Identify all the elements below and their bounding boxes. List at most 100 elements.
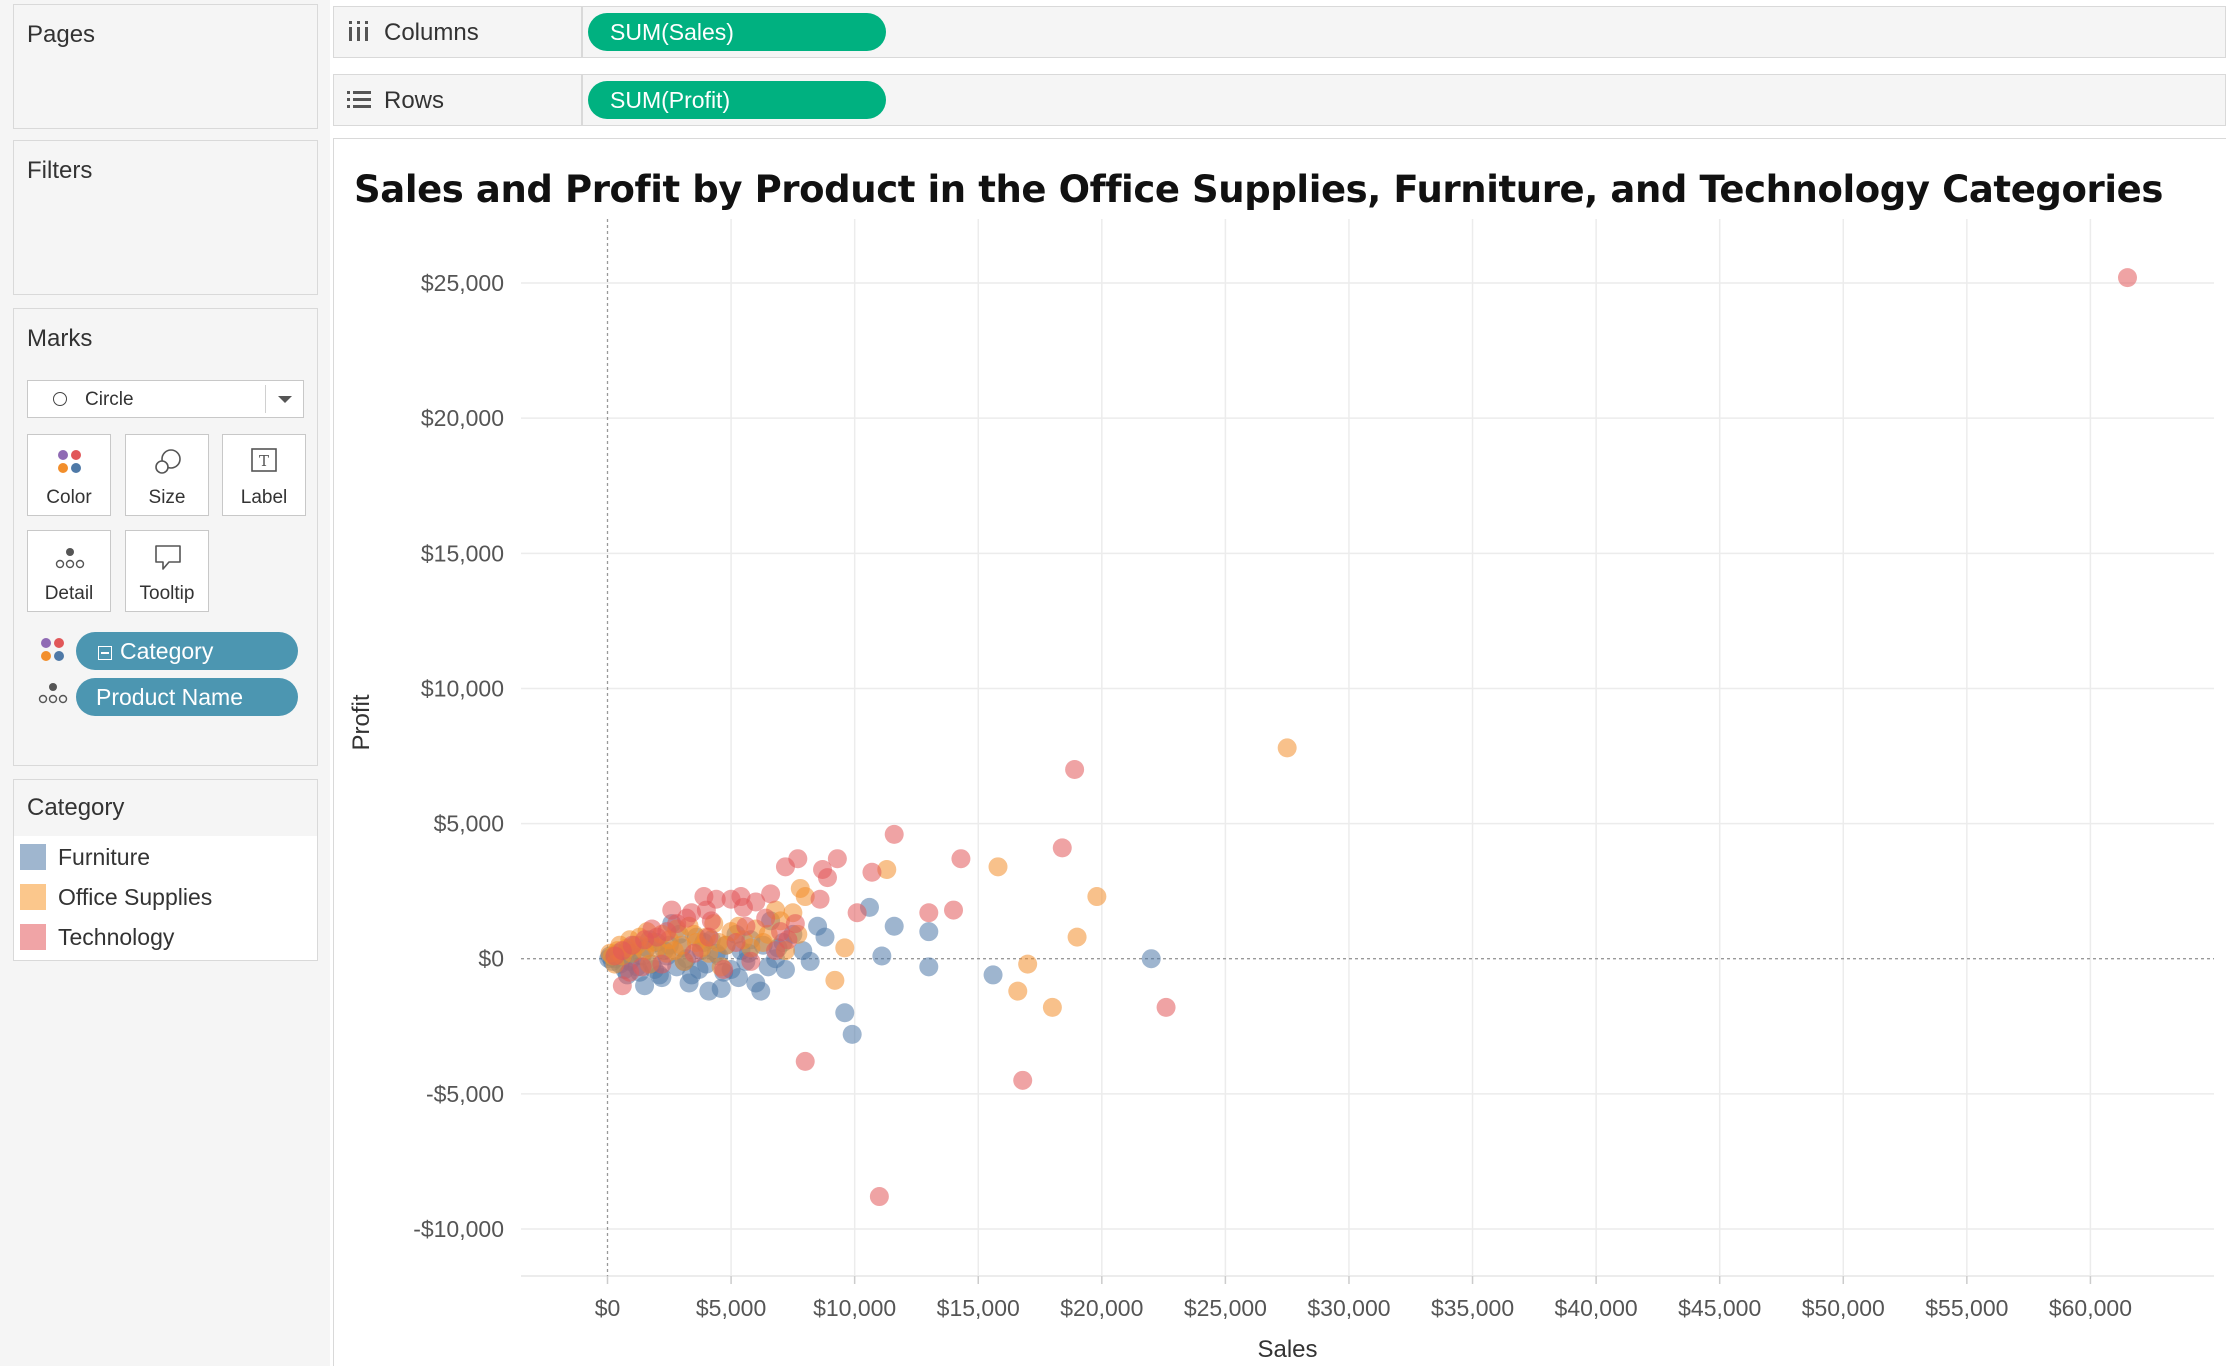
- chevron-down-icon[interactable]: [278, 396, 292, 403]
- data-point[interactable]: [714, 960, 734, 980]
- data-point[interactable]: [699, 927, 719, 947]
- data-point[interactable]: [1052, 838, 1072, 858]
- rows-label: Rows: [384, 87, 445, 114]
- data-point[interactable]: [662, 900, 682, 920]
- data-point[interactable]: [1065, 760, 1085, 780]
- data-point[interactable]: [1018, 954, 1038, 974]
- data-point[interactable]: [835, 938, 855, 958]
- data-point[interactable]: [642, 919, 662, 939]
- data-point[interactable]: [793, 941, 813, 961]
- data-point[interactable]: [652, 954, 672, 974]
- data-point[interactable]: [790, 878, 810, 898]
- filters-card[interactable]: Filters: [13, 140, 318, 295]
- data-point[interactable]: [1156, 997, 1176, 1017]
- data-point[interactable]: [761, 884, 781, 904]
- data-point[interactable]: [842, 1024, 862, 1044]
- data-point[interactable]: [988, 857, 1008, 877]
- data-point[interactable]: [2117, 268, 2137, 288]
- data-point[interactable]: [813, 860, 833, 880]
- data-point[interactable]: [775, 857, 795, 877]
- data-point[interactable]: [808, 916, 828, 936]
- data-point[interactable]: [810, 889, 830, 909]
- data-point[interactable]: [1013, 1070, 1033, 1090]
- data-point[interactable]: [751, 981, 771, 1001]
- data-point[interactable]: [605, 946, 625, 966]
- pages-card[interactable]: Pages: [13, 4, 318, 129]
- data-point[interactable]: [766, 941, 786, 961]
- marks-title: Marks: [27, 325, 93, 352]
- data-point[interactable]: [919, 957, 939, 977]
- data-point[interactable]: [699, 943, 719, 963]
- data-point[interactable]: [728, 968, 748, 988]
- data-point[interactable]: [919, 903, 939, 923]
- collapse-icon[interactable]: [98, 646, 112, 660]
- tooltip-button[interactable]: Tooltip: [125, 530, 209, 612]
- rows-shelf[interactable]: Rows SUM(Profit): [333, 74, 2226, 126]
- product-name-detail-pill[interactable]: Product Name: [76, 678, 298, 716]
- data-point[interactable]: [1042, 997, 1062, 1017]
- marks-card: Marks Circle Color Size T: [13, 308, 318, 766]
- sum-sales-pill[interactable]: SUM(Sales): [588, 13, 886, 51]
- legend-label: Office Supplies: [58, 884, 213, 910]
- data-point[interactable]: [785, 914, 805, 934]
- data-point[interactable]: [778, 930, 798, 950]
- legend-title: Category: [27, 794, 125, 821]
- data-point[interactable]: [1008, 981, 1028, 1001]
- label-button[interactable]: T Label: [222, 434, 306, 516]
- data-point[interactable]: [862, 862, 882, 882]
- x-tick-label: $55,000: [1925, 1295, 2008, 1321]
- data-point[interactable]: [758, 957, 778, 977]
- data-point[interactable]: [884, 916, 904, 936]
- data-point[interactable]: [847, 903, 867, 923]
- data-point[interactable]: [944, 900, 964, 920]
- sum-profit-pill[interactable]: SUM(Profit): [588, 81, 886, 119]
- data-point[interactable]: [835, 1003, 855, 1023]
- data-point[interactable]: [1067, 927, 1087, 947]
- data-point[interactable]: [872, 946, 892, 966]
- y-tick-label: $5,000: [434, 811, 504, 837]
- category-color-pill[interactable]: Category: [76, 632, 298, 670]
- data-point[interactable]: [741, 951, 761, 971]
- y-axis-title: Profit: [348, 694, 375, 750]
- y-tick-label: $20,000: [421, 405, 504, 431]
- x-tick-label: $5,000: [696, 1295, 766, 1321]
- detail-button[interactable]: Detail: [27, 530, 111, 612]
- data-point[interactable]: [1087, 887, 1107, 907]
- data-point[interactable]: [951, 849, 971, 869]
- data-point[interactable]: [664, 941, 684, 961]
- data-point[interactable]: [726, 932, 746, 952]
- data-point[interactable]: [756, 908, 776, 928]
- size-button[interactable]: Size: [125, 434, 209, 516]
- data-point[interactable]: [1277, 738, 1297, 758]
- y-tick-label: $15,000: [421, 540, 504, 566]
- data-point[interactable]: [827, 849, 847, 869]
- data-point[interactable]: [825, 970, 845, 990]
- x-tick-label: $25,000: [1184, 1295, 1267, 1321]
- data-point[interactable]: [877, 860, 897, 880]
- shelf-divider: [581, 7, 583, 57]
- y-tick-label: $0: [478, 946, 504, 972]
- color-button[interactable]: Color: [27, 434, 111, 516]
- x-tick-label: $20,000: [1060, 1295, 1143, 1321]
- columns-shelf[interactable]: Columns SUM(Sales): [333, 6, 2226, 58]
- data-point[interactable]: [919, 922, 939, 942]
- data-point[interactable]: [684, 943, 704, 963]
- mark-type-dropdown[interactable]: Circle: [27, 380, 304, 418]
- data-point[interactable]: [731, 887, 751, 907]
- scatter-chart[interactable]: $0 $5,000 $10,000 $15,000 $20,000 $25,000 $30,…: [334, 139, 2226, 1367]
- data-point[interactable]: [884, 824, 904, 844]
- data-point[interactable]: [736, 916, 756, 936]
- data-point[interactable]: [679, 973, 699, 993]
- data-point[interactable]: [699, 981, 719, 1001]
- data-point[interactable]: [869, 1187, 889, 1207]
- data-point[interactable]: [689, 960, 709, 980]
- data-point[interactable]: [701, 911, 721, 931]
- color-button-label: Color: [46, 487, 92, 508]
- data-point[interactable]: [795, 1051, 815, 1071]
- data-point[interactable]: [632, 957, 652, 977]
- data-point[interactable]: [983, 965, 1003, 985]
- data-point[interactable]: [694, 887, 714, 907]
- data-point[interactable]: [1141, 949, 1161, 969]
- columns-icon: [349, 21, 368, 41]
- left-panel: Pages Filters Marks Circle Color Size: [0, 0, 330, 1366]
